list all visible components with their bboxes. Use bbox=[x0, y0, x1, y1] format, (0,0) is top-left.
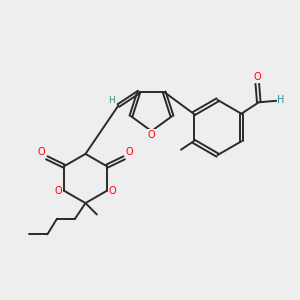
Text: O: O bbox=[108, 186, 116, 196]
Text: O: O bbox=[126, 147, 134, 158]
Text: O: O bbox=[38, 147, 45, 158]
Text: O: O bbox=[254, 72, 261, 82]
Text: H: H bbox=[108, 96, 115, 105]
Text: O: O bbox=[55, 186, 63, 196]
Text: H: H bbox=[277, 94, 285, 105]
Text: O: O bbox=[148, 130, 155, 140]
